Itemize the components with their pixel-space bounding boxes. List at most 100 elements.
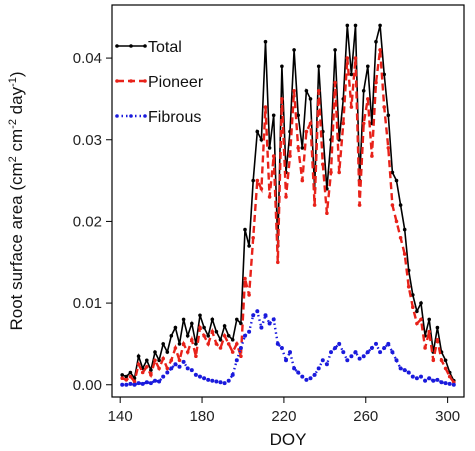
data-point-total: [181, 317, 186, 322]
data-point-pioneer: [316, 89, 321, 93]
legend-label-fibrous: Fibrous: [148, 109, 201, 126]
data-point-pioneer: [378, 48, 382, 52]
data-point-total: [173, 325, 178, 330]
data-point-total: [386, 113, 391, 118]
data-point-fibrous: [382, 346, 387, 350]
data-point-pioneer: [247, 293, 251, 297]
data-point-total: [304, 89, 309, 93]
y-tick-label: 0.04: [73, 50, 102, 67]
data-point-total: [300, 146, 305, 150]
data-point-pioneer: [357, 203, 362, 207]
data-point-fibrous: [300, 374, 305, 379]
x-axis-label: DOY: [270, 430, 307, 449]
data-point-total: [361, 89, 366, 93]
data-point-pioneer: [145, 365, 149, 369]
data-point-fibrous: [206, 377, 211, 382]
data-point-pioneer: [140, 370, 145, 375]
data-point-fibrous: [255, 309, 260, 314]
data-point-total: [296, 113, 301, 118]
data-point-fibrous: [345, 358, 350, 363]
data-point-pioneer: [255, 178, 260, 183]
data-point-fibrous: [308, 376, 313, 381]
data-point-total: [292, 48, 296, 52]
data-point-pioneer: [341, 121, 346, 126]
data-point-pioneer: [206, 342, 210, 346]
data-point-fibrous: [447, 381, 452, 386]
data-point-fibrous: [333, 346, 338, 350]
data-point-fibrous: [173, 362, 178, 367]
data-point-fibrous: [222, 381, 227, 386]
data-point-fibrous: [148, 381, 153, 386]
plot-area: [120, 23, 456, 387]
data-point-pioneer: [382, 105, 387, 109]
data-point-fibrous: [185, 366, 190, 371]
data-point-pioneer: [239, 354, 243, 359]
legend-label-total: Total: [148, 39, 182, 56]
data-point-fibrous: [279, 346, 284, 350]
data-point-fibrous: [374, 341, 378, 346]
data-point-fibrous: [406, 370, 411, 375]
y-axis-label-part: cm: [7, 129, 26, 156]
legend-marker-total: [143, 44, 147, 48]
data-point-total: [374, 39, 378, 44]
data-point-fibrous: [230, 372, 235, 377]
data-point-total: [378, 23, 382, 28]
y-axis: 0.00 0.01 0.02 0.03 0.04: [73, 50, 112, 394]
data-point-pioneer: [177, 358, 182, 363]
data-point-fibrous: [202, 376, 207, 381]
data-point-total: [280, 64, 284, 69]
data-point-total: [157, 358, 161, 363]
data-point-pioneer: [280, 97, 284, 101]
x-tick-label: 180: [190, 408, 215, 425]
y-axis-label-part: -1: [7, 77, 19, 87]
data-point-total: [394, 178, 399, 183]
data-point-total: [251, 178, 255, 183]
data-point-fibrous: [419, 374, 423, 379]
plot-frame: [111, 4, 465, 398]
data-point-fibrous: [267, 321, 272, 326]
data-point-fibrous: [124, 382, 129, 387]
data-point-pioneer: [124, 378, 129, 382]
data-point-fibrous: [378, 350, 383, 355]
data-point-pioneer: [169, 358, 174, 363]
data-point-pioneer: [136, 362, 141, 367]
data-point-total: [226, 334, 231, 338]
data-point-pioneer: [218, 346, 223, 350]
data-point-pioneer: [267, 195, 272, 199]
data-point-total: [206, 334, 210, 338]
data-point-pioneer: [235, 342, 239, 346]
legend: Total Pioneer Fibrous: [115, 39, 204, 126]
legend-marker-fibrous: [143, 114, 147, 118]
data-point-pioneer: [149, 373, 153, 377]
data-point-fibrous: [259, 325, 264, 330]
data-point-fibrous: [341, 350, 346, 355]
data-point-pioneer: [271, 154, 276, 158]
data-point-pioneer: [230, 350, 235, 354]
data-point-pioneer: [251, 236, 255, 240]
data-point-total: [198, 313, 202, 318]
data-point-fibrous: [275, 341, 280, 346]
y-tick-label: 0.01: [73, 295, 102, 312]
legend-marker-pioneer: [115, 79, 119, 83]
data-point-pioneer: [411, 305, 415, 310]
data-point-pioneer: [329, 170, 333, 175]
data-point-total: [353, 23, 358, 28]
data-point-total: [247, 244, 251, 248]
data-point-pioneer: [185, 350, 190, 354]
data-point-pioneer: [337, 170, 342, 175]
data-point-pioneer: [132, 379, 137, 384]
data-point-total: [120, 373, 124, 377]
legend-marker-pioneer: [129, 79, 133, 83]
y-tick-label: 0.02: [73, 213, 102, 230]
legend-marker-fibrous: [129, 114, 133, 118]
data-point-total: [218, 338, 223, 342]
data-point-pioneer: [276, 260, 280, 265]
data-point-total: [128, 370, 133, 375]
data-point-pioneer: [443, 366, 448, 371]
series-line-pioneer: [121, 49, 455, 385]
data-point-fibrous: [414, 376, 419, 381]
data-point-pioneer: [390, 203, 395, 207]
data-point-pioneer: [161, 356, 165, 361]
data-point-total: [259, 138, 264, 142]
